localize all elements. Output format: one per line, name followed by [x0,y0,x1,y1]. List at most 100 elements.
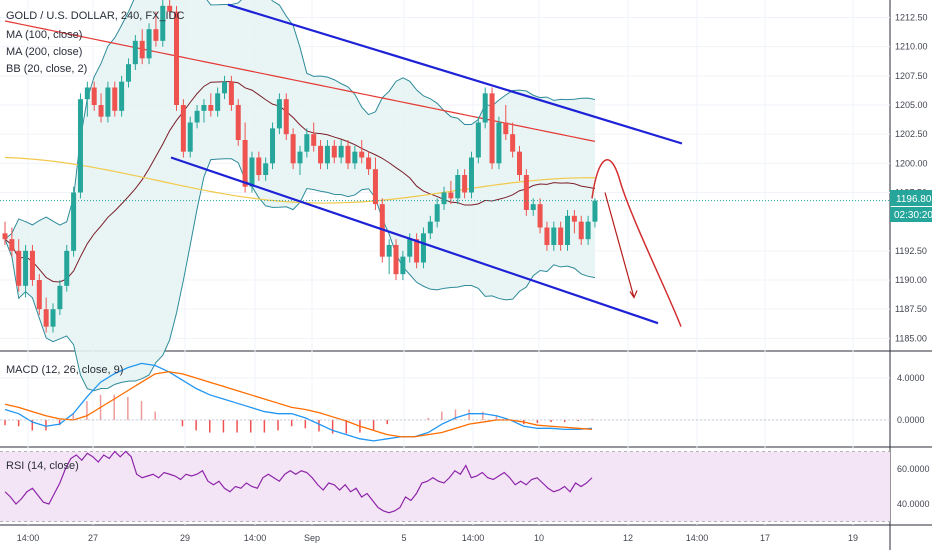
candle [482,87,488,129]
bollinger-basis [4,81,596,283]
candle-body [228,81,234,105]
axis-layer: 1212.50 1210.00 1207.50 1205.00 1202.50 1200.… [17,13,930,544]
candle-body [276,99,282,129]
candle [468,151,474,199]
candle [318,140,324,170]
macd-line [4,362,593,442]
candle [77,93,83,199]
candle [208,93,214,117]
candle-body [194,110,200,123]
rsi-pane [0,450,890,522]
time-tick-label: 10 [534,533,544,543]
ma200-line [4,20,596,142]
candle-body [167,5,173,12]
candle [592,198,598,228]
candle-body [482,93,488,123]
candle-body [249,157,255,187]
candle [112,81,118,117]
price-tick-label: 1210.00 [895,42,928,52]
candle [393,239,399,280]
candle-body [551,227,557,245]
rsi-tick-label: 40.0000 [897,499,930,509]
candle [64,245,70,292]
time-tick-label: Sep [304,533,320,543]
forecast-arrow-head [629,290,638,299]
candle-body [304,134,310,152]
candle [359,140,365,164]
candle [105,81,111,123]
candle-body [84,87,90,100]
candle [434,198,440,228]
candle [578,215,584,245]
candle [71,186,77,257]
legend-rsi: RSI (14, close) [6,460,79,472]
candle [57,280,63,315]
price-tick-label: 1187.50 [895,304,927,314]
candle [180,99,186,158]
candle [372,157,378,210]
candle-body [468,157,474,193]
candle-body [270,128,276,164]
candle [345,140,351,170]
candle-body [174,11,179,106]
candle [462,169,468,199]
price-tick-label: 1200.00 [895,158,928,168]
candle [386,239,392,275]
candle-body [119,81,125,111]
candle [324,140,330,170]
bollinger-fill [5,0,595,391]
price-tick-label: 1205.00 [895,100,928,110]
candle [160,0,166,47]
candle-body [187,122,193,152]
candle-body [43,309,49,327]
candle-body [420,233,426,263]
candle [276,93,282,135]
candle [496,116,502,170]
candle-body [50,309,56,327]
candle [441,186,447,210]
legend-ma100: MA (100, close) [6,29,82,41]
candle-body [345,145,351,164]
candle-body [36,280,42,310]
candle-body [57,285,63,310]
candle-body [98,105,104,117]
candle-body [414,239,420,263]
candle [263,157,269,181]
price-tick-label: 1212.50 [895,13,928,23]
time-tick-label: 29 [180,533,190,543]
candle-body [537,204,543,228]
candle-body [455,175,461,199]
macd-signal-line [4,371,593,438]
time-tick-label: 14:00 [244,533,267,543]
forecast-curve [591,159,682,327]
candle [9,227,15,257]
legend-bb: BB (20, close, 2) [6,63,87,75]
candle-body [462,175,468,193]
candle-body [297,151,303,164]
candle-body [407,239,413,257]
candle-body [29,250,35,280]
candle-body [338,145,344,158]
candle-body [448,192,454,199]
candle [537,198,543,234]
candle [187,116,193,158]
candle-body [489,93,495,164]
candle [530,198,536,216]
candle [125,58,131,88]
candle [352,145,358,170]
candle-body [263,163,269,175]
candle [119,75,125,117]
candle-body [71,192,77,251]
candle [475,116,481,164]
candle [503,105,509,140]
candle [43,297,49,333]
candle-body [139,40,145,59]
candle [2,221,8,245]
candle [297,145,303,175]
rsi-tick-label: 60.0000 [897,464,930,474]
candle [565,210,571,251]
candle [98,93,104,123]
candle-body [510,134,516,152]
